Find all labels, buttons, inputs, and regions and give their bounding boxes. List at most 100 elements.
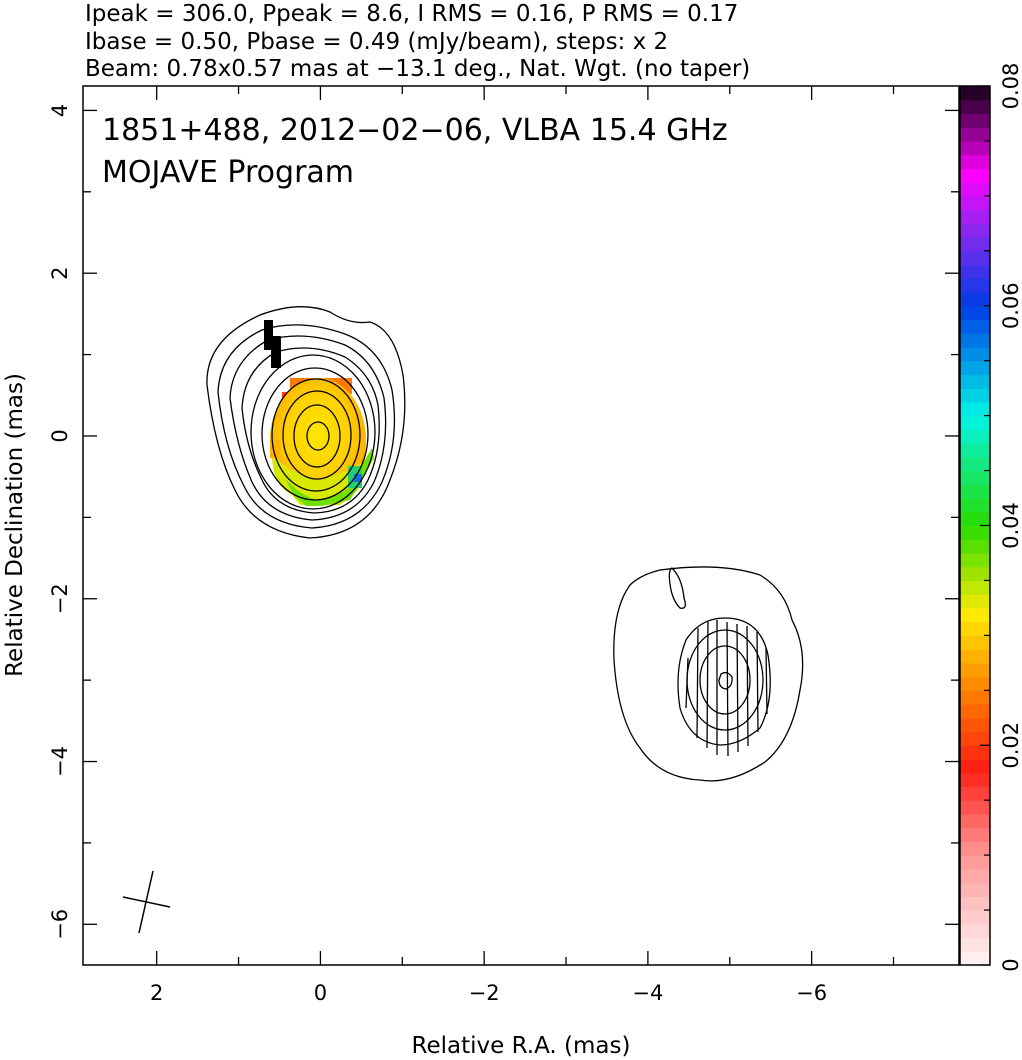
colorbar-cell — [960, 278, 990, 293]
colorbar-cell — [960, 99, 990, 115]
pol-core — [270, 378, 366, 502]
colorbar-cell — [960, 731, 990, 746]
map-title: 1851+488, 2012−02−06, VLBA 15.4 GHz — [102, 113, 728, 148]
colorbar-cell — [960, 388, 990, 403]
colorbar-ticks: 0 0.02 0.04 0.06 0.08 — [980, 63, 1022, 972]
pol-pixels-orange — [270, 440, 280, 458]
y-axis-label: Relative Declination (mas) — [2, 373, 28, 677]
pol-vector-j5 — [726, 621, 729, 757]
polarization-overlay — [270, 378, 374, 506]
colorbar-cell — [960, 772, 990, 788]
y-axis-ticks: 4 2 0 −2 −4 −6 — [48, 104, 959, 940]
colorbar-cell — [960, 456, 990, 472]
colorbar-cell — [960, 827, 990, 842]
colorbar-cell — [960, 676, 990, 691]
colorbar-cell — [960, 868, 990, 884]
colorbar-cell — [960, 910, 990, 925]
x-tick-label: −2 — [469, 981, 500, 1005]
header-line-1: Ipeak = 306.0, Ppeak = 8.6, I RMS = 0.16… — [85, 1, 738, 27]
core-contour-10 — [306, 421, 330, 451]
colorbar: 0 0.02 0.04 0.06 0.08 — [959, 63, 1022, 972]
colorbar-cell — [960, 195, 990, 211]
pol-vector-j3 — [706, 621, 709, 749]
colorbar-cell — [960, 594, 990, 609]
colorbar-cell — [960, 635, 990, 650]
beam-symbol — [122, 870, 171, 934]
x-tick-label: −4 — [632, 981, 663, 1005]
plot-frame — [82, 85, 960, 966]
map-area — [122, 306, 804, 934]
colorbar-tick-label: 0.08 — [999, 63, 1022, 110]
y-tick-label: −6 — [48, 909, 72, 940]
colorbar-cell — [960, 690, 990, 705]
x-axis-ticks: 2 0 −2 −4 −6 — [150, 86, 895, 1005]
colorbar-cell — [960, 525, 990, 540]
core-contour-8 — [282, 390, 352, 480]
core-contour-1 — [206, 306, 406, 539]
colorbar-cell — [960, 333, 990, 348]
y-tick-label: −4 — [48, 746, 72, 777]
colorbar-cell — [960, 758, 990, 774]
colorbar-cell — [960, 662, 990, 678]
colorbar-cell — [960, 346, 990, 362]
colorbar-cell — [960, 745, 990, 760]
colorbar-cell — [960, 621, 990, 636]
core-contour-2 — [217, 324, 396, 529]
y-tick-label: 4 — [48, 104, 72, 117]
core-contour-5 — [250, 354, 376, 510]
jet-contour-2 — [668, 567, 686, 609]
colorbar-cell — [960, 86, 990, 101]
core-contours — [206, 306, 406, 539]
colorbar-cell — [960, 580, 990, 595]
colorbar-cell — [960, 484, 990, 499]
pol-vector-2 — [271, 336, 281, 368]
y-tick-label: −2 — [48, 583, 72, 614]
colorbar-cell — [960, 841, 990, 856]
colorbar-tick-label: 0.06 — [999, 282, 1022, 329]
colorbar-tick-label: 0.02 — [999, 722, 1022, 769]
core-contour-3 — [229, 335, 387, 521]
colorbar-cell — [960, 360, 990, 376]
y-tick-label: 2 — [48, 267, 72, 280]
colorbar-cell — [960, 182, 990, 197]
pol-vector-j8 — [756, 631, 759, 733]
colorbar-cell — [960, 923, 990, 939]
colorbar-cell — [960, 800, 990, 815]
colorbar-cell — [960, 319, 990, 334]
colorbar-cell — [960, 292, 990, 307]
colorbar-cell — [960, 305, 990, 321]
pol-pixel-blue — [354, 474, 362, 482]
colorbar-cell — [960, 429, 990, 444]
header-line-3: Beam: 0.78x0.57 mas at −13.1 deg., Nat. … — [85, 56, 750, 82]
colorbar-cell — [960, 223, 990, 238]
colorbar-cell — [960, 511, 990, 527]
jet-contour-3 — [677, 617, 771, 746]
colorbar-cell — [960, 209, 990, 224]
jet-contour-1 — [613, 566, 804, 782]
colorbar-cell — [960, 855, 990, 870]
jet-pol-vectors — [685, 620, 768, 757]
x-tick-label: 0 — [314, 981, 327, 1005]
colorbar-cell — [960, 896, 990, 911]
colorbar-cell — [960, 264, 990, 279]
colorbar-cell — [960, 607, 990, 623]
core-contour-6 — [261, 367, 369, 501]
x-axis-label: Relative R.A. (mas) — [412, 1033, 631, 1059]
core-pol-vectors — [264, 320, 281, 368]
colorbar-cell — [960, 470, 990, 485]
core-contour-4 — [241, 347, 380, 514]
colorbar-gradient — [960, 86, 990, 966]
pol-vector-j6 — [736, 623, 739, 753]
colorbar-cell — [960, 250, 990, 266]
colorbar-cell — [960, 415, 990, 430]
colorbar-cell — [960, 717, 990, 733]
colorbar-cell — [960, 539, 990, 554]
jet-contour-5 — [699, 645, 751, 715]
pol-vector-j2 — [696, 627, 699, 739]
beam-minor-axis — [122, 896, 171, 908]
colorbar-cell — [960, 882, 990, 897]
x-tick-label: −6 — [796, 981, 827, 1005]
colorbar-cell — [960, 127, 990, 142]
colorbar-cell — [960, 552, 990, 568]
